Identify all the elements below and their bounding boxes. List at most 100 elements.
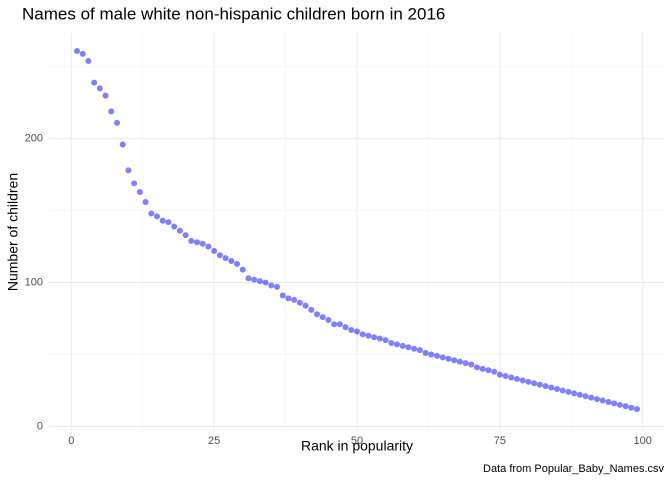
point xyxy=(559,387,566,394)
point xyxy=(96,85,103,92)
point xyxy=(136,188,143,195)
point xyxy=(331,321,338,328)
point xyxy=(445,355,452,362)
x-tick-label: 0 xyxy=(68,435,74,447)
point xyxy=(376,335,383,342)
point xyxy=(171,223,178,230)
point xyxy=(114,119,120,126)
x-tick-label: 100 xyxy=(634,435,652,447)
point xyxy=(514,375,520,382)
point xyxy=(308,306,315,313)
x-axis-label: Rank in popularity xyxy=(301,438,413,454)
point xyxy=(485,367,492,374)
point xyxy=(125,167,132,174)
point xyxy=(194,239,200,246)
point xyxy=(165,219,172,226)
point xyxy=(434,352,440,359)
point xyxy=(91,79,98,86)
point xyxy=(502,373,509,380)
point xyxy=(108,108,115,115)
point xyxy=(479,365,486,372)
point xyxy=(342,324,349,331)
point xyxy=(468,361,475,368)
point xyxy=(416,347,423,354)
point xyxy=(456,358,463,365)
point xyxy=(348,327,355,334)
point xyxy=(142,199,149,206)
point xyxy=(542,383,549,390)
point xyxy=(594,396,600,403)
point xyxy=(565,388,572,395)
x-tick-label: 75 xyxy=(494,435,506,447)
point xyxy=(268,282,275,289)
point xyxy=(285,295,292,302)
point xyxy=(525,378,532,385)
point xyxy=(256,278,263,285)
point xyxy=(74,47,80,54)
point xyxy=(634,406,640,413)
point xyxy=(119,141,126,148)
point xyxy=(222,255,229,262)
point xyxy=(622,403,629,410)
point xyxy=(325,316,332,323)
point xyxy=(371,334,378,341)
point xyxy=(628,404,635,411)
point xyxy=(274,283,280,290)
point xyxy=(336,321,343,328)
y-tick-label: 200 xyxy=(25,133,43,145)
point xyxy=(548,384,555,391)
point xyxy=(531,380,538,387)
point xyxy=(451,357,458,364)
point xyxy=(571,390,578,397)
point xyxy=(296,299,303,306)
point xyxy=(188,237,195,244)
point xyxy=(85,58,92,65)
point xyxy=(474,364,480,371)
point xyxy=(319,314,326,321)
x-tick-label: 50 xyxy=(351,435,363,447)
point xyxy=(228,257,235,264)
point xyxy=(382,337,389,344)
point xyxy=(199,240,206,247)
point xyxy=(554,386,560,393)
point xyxy=(205,243,212,250)
point xyxy=(251,276,258,283)
point xyxy=(422,350,429,357)
point xyxy=(365,332,372,339)
point xyxy=(399,342,406,349)
chart-title: Names of male white non-hispanic childre… xyxy=(22,4,445,23)
point xyxy=(394,341,400,348)
x-tick-label: 25 xyxy=(208,435,220,447)
point xyxy=(411,345,418,352)
point xyxy=(588,394,595,401)
point xyxy=(102,92,109,99)
point xyxy=(519,377,526,384)
point xyxy=(131,180,138,187)
point xyxy=(462,360,469,367)
point xyxy=(496,371,503,378)
point xyxy=(302,302,309,309)
point xyxy=(536,381,543,388)
point xyxy=(176,227,183,234)
point xyxy=(159,217,166,224)
point xyxy=(279,292,286,299)
point xyxy=(439,354,446,361)
point xyxy=(211,247,218,254)
point xyxy=(428,351,435,358)
point xyxy=(359,331,366,338)
point xyxy=(234,260,240,267)
point xyxy=(611,400,618,407)
point xyxy=(245,275,252,282)
point xyxy=(79,50,86,57)
y-tick-label: 100 xyxy=(25,276,43,288)
point xyxy=(216,252,223,259)
point xyxy=(354,328,360,335)
point xyxy=(182,232,189,239)
y-axis-label: Number of children xyxy=(5,173,21,291)
caption: Data from Popular_Baby_Names.csv xyxy=(483,463,664,475)
point xyxy=(605,398,612,405)
point xyxy=(599,397,606,404)
point xyxy=(154,213,160,220)
y-tick-label: 0 xyxy=(37,420,43,432)
